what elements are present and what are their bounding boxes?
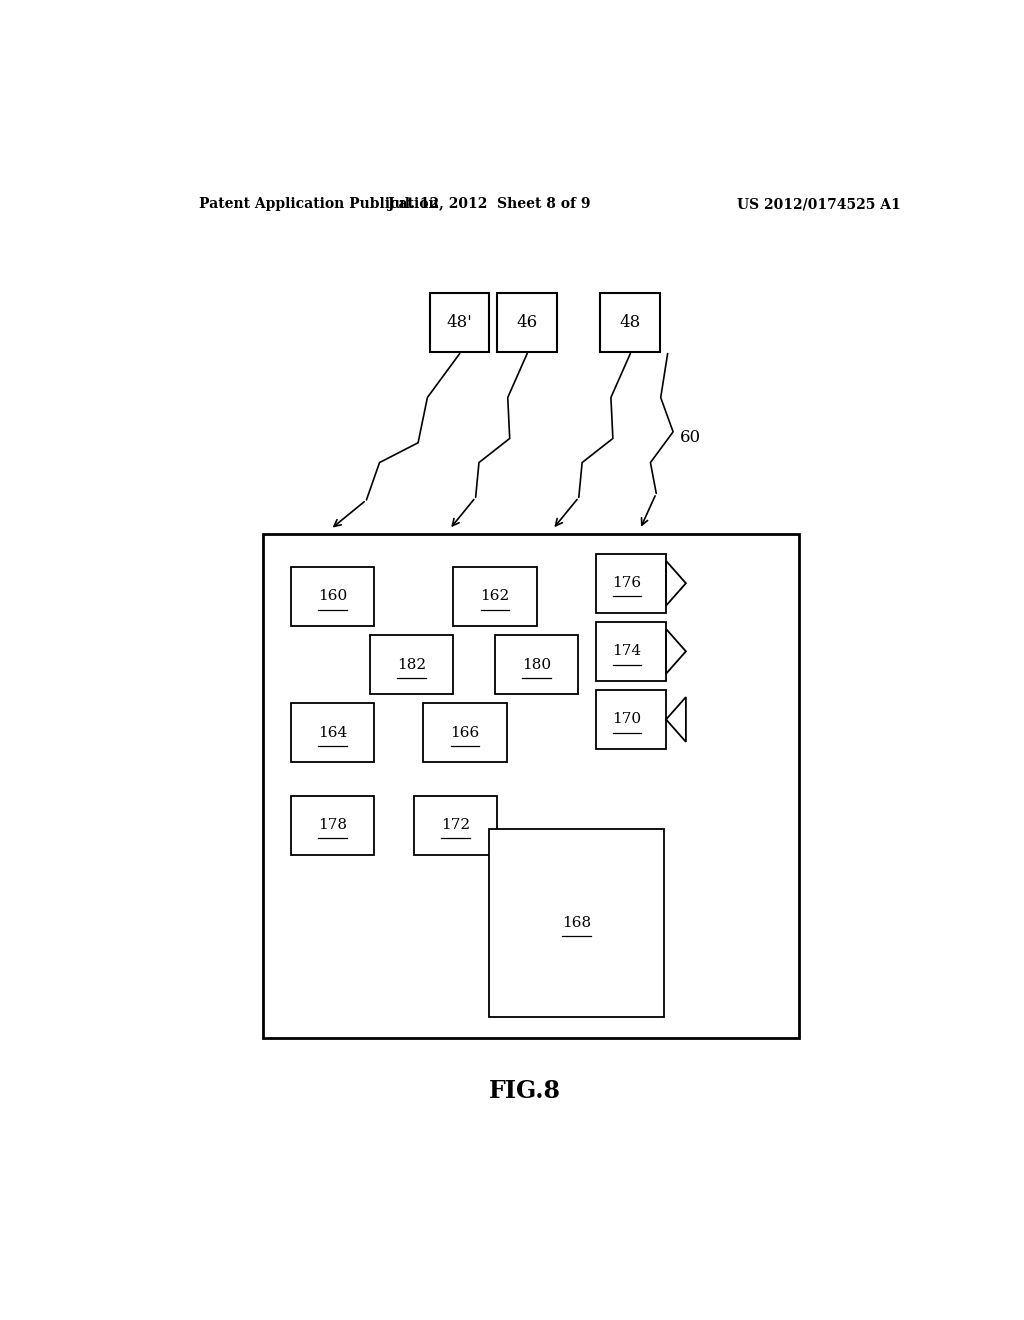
Text: FIG.8: FIG.8 [488, 1080, 561, 1104]
FancyBboxPatch shape [600, 293, 659, 351]
FancyBboxPatch shape [497, 293, 557, 351]
FancyBboxPatch shape [423, 704, 507, 762]
Text: 172: 172 [440, 818, 470, 832]
Text: 60: 60 [680, 429, 700, 446]
Text: 168: 168 [562, 916, 591, 931]
FancyBboxPatch shape [263, 535, 799, 1038]
FancyBboxPatch shape [596, 690, 666, 748]
Text: 160: 160 [317, 590, 347, 603]
Polygon shape [666, 561, 686, 606]
Text: 182: 182 [397, 657, 426, 672]
Text: 166: 166 [451, 726, 479, 739]
Text: 178: 178 [317, 818, 347, 832]
Polygon shape [666, 628, 686, 673]
Polygon shape [666, 697, 686, 742]
FancyBboxPatch shape [495, 635, 578, 694]
Text: 164: 164 [317, 726, 347, 739]
Text: 176: 176 [612, 577, 641, 590]
Text: 180: 180 [522, 657, 551, 672]
Text: US 2012/0174525 A1: US 2012/0174525 A1 [736, 197, 900, 211]
Text: 174: 174 [612, 644, 641, 659]
FancyBboxPatch shape [291, 568, 374, 626]
FancyBboxPatch shape [430, 293, 489, 351]
Text: 162: 162 [480, 590, 510, 603]
FancyBboxPatch shape [291, 796, 374, 854]
FancyBboxPatch shape [596, 554, 666, 612]
Text: Jul. 12, 2012  Sheet 8 of 9: Jul. 12, 2012 Sheet 8 of 9 [388, 197, 591, 211]
FancyBboxPatch shape [370, 635, 454, 694]
Text: Patent Application Publication: Patent Application Publication [200, 197, 439, 211]
FancyBboxPatch shape [489, 829, 664, 1018]
Text: 46: 46 [516, 314, 538, 330]
Text: 170: 170 [612, 713, 641, 726]
FancyBboxPatch shape [454, 568, 537, 626]
FancyBboxPatch shape [291, 704, 374, 762]
FancyBboxPatch shape [414, 796, 497, 854]
Text: 48: 48 [620, 314, 641, 330]
FancyBboxPatch shape [596, 622, 666, 681]
Text: 48': 48' [446, 314, 472, 330]
